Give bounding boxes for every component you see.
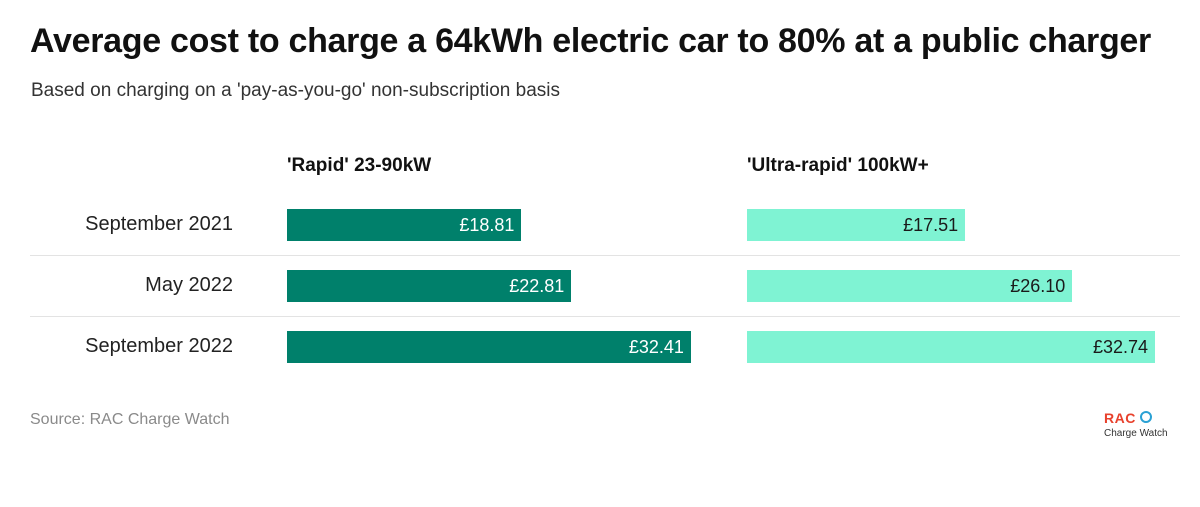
logo-brand: RAC [1104, 410, 1136, 426]
bar-ultra-rapid: £17.51 [747, 209, 966, 241]
bar-value-label: £32.41 [628, 337, 684, 357]
category-label: May 2022 [145, 274, 233, 296]
panel-header-ultra-rapid: 'Ultra-rapid' 100kW+ [747, 155, 929, 176]
bar-value-label: £18.81 [459, 215, 515, 235]
source-note: Source: RAC Charge Watch [30, 411, 230, 428]
bar-rapid: £18.81 [287, 209, 522, 241]
panel-header-rapid: 'Rapid' 23-90kW [287, 155, 432, 176]
bar-rapid: £32.41 [287, 331, 691, 363]
row-divider [30, 316, 1180, 317]
category-label: September 2022 [85, 335, 233, 357]
chart-subtitle: Based on charging on a 'pay-as-you-go' n… [31, 80, 561, 101]
bar-ultra-rapid: £26.10 [747, 270, 1073, 302]
bar-rapid: £22.81 [287, 270, 572, 302]
chart-title: Average cost to charge a 64kWh electric … [30, 22, 1151, 60]
bar-ultra-rapid: £32.74 [747, 331, 1155, 363]
bar-value-label: £32.74 [1092, 337, 1148, 357]
bar-value-label: £26.10 [1010, 276, 1066, 296]
bar-value-label: £17.51 [903, 215, 959, 235]
row-divider [30, 255, 1180, 256]
bar-value-label: £22.81 [509, 276, 565, 296]
category-label: September 2021 [85, 213, 233, 235]
logo-subtitle: Charge Watch [1104, 428, 1168, 439]
rac-charge-watch-logo: RAC Charge Watch [1104, 411, 1174, 443]
plug-e-icon [1140, 411, 1152, 423]
